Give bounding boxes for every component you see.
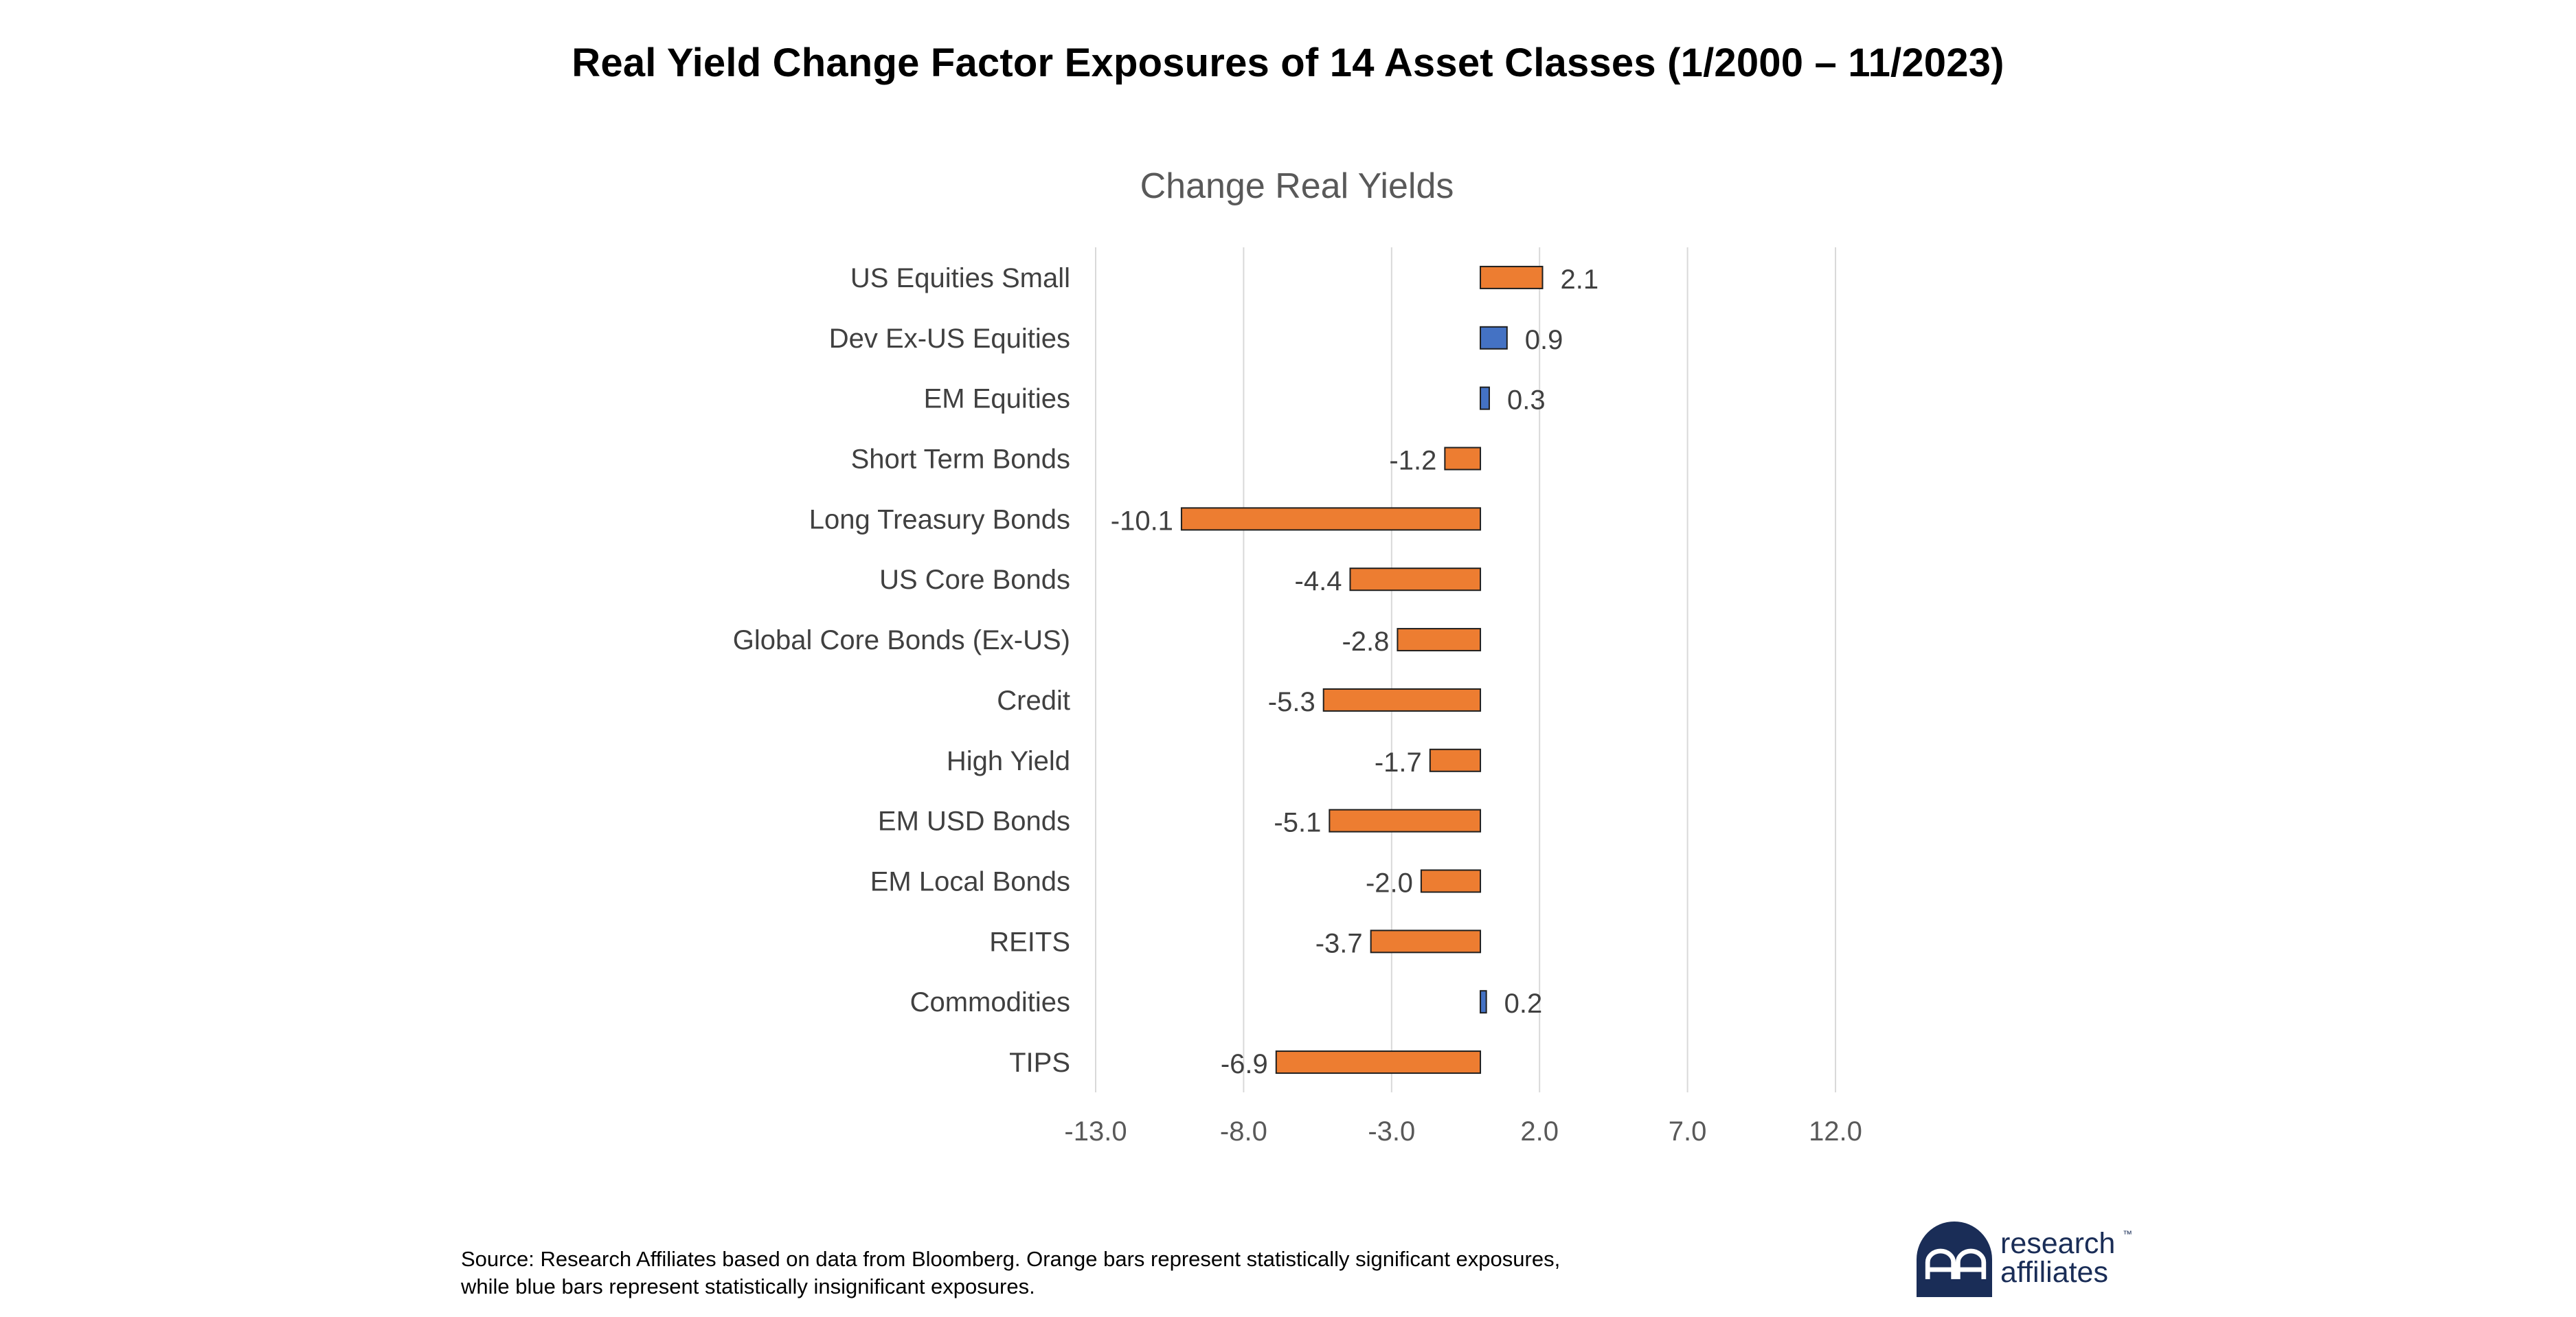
x-tick-label: 12.0: [1809, 1116, 1862, 1147]
data-label: -10.1: [1111, 506, 1173, 536]
research-affiliates-logo: ᗩᗩ research affiliates ™: [1917, 1222, 2150, 1297]
x-tick-label: 2.0: [1520, 1116, 1559, 1147]
data-label: -5.3: [1268, 687, 1315, 717]
bar-em-equities: [1480, 386, 1490, 410]
category-label: EM USD Bonds: [878, 807, 1070, 837]
category-label: EM Local Bonds: [870, 867, 1070, 897]
logo-mark-glyph: ᗩᗩ: [1923, 1243, 1987, 1287]
bar-credit: [1322, 688, 1482, 712]
bar-short-term-bonds: [1444, 447, 1482, 471]
logo-text-research: research: [2000, 1227, 2116, 1260]
category-label: Commodities: [910, 987, 1070, 1017]
x-axis-tick-labels: -13.0 -8.0 -3.0 2.0 7.0 12.0: [1064, 1116, 1862, 1147]
category-labels: US Equities Small Dev Ex-US Equities EM Eq…: [733, 263, 1070, 1078]
category-label: EM Equities: [924, 384, 1070, 414]
logo-trademark: ™: [2123, 1228, 2132, 1239]
category-label: US Core Bonds: [879, 565, 1070, 595]
x-tick-label: -8.0: [1220, 1116, 1267, 1147]
data-label: 0.2: [1504, 989, 1543, 1019]
category-label: Credit: [997, 686, 1070, 716]
bar-us-equities-small: [1480, 265, 1544, 289]
chart-title: Change Real Yields: [1140, 166, 1454, 206]
source-note-line: while blue bars represent statistically …: [461, 1274, 1035, 1298]
data-label: -6.9: [1221, 1049, 1268, 1079]
bar-global-core-bonds-ex-us: [1397, 628, 1482, 652]
logo-text-affiliates: affiliates: [2000, 1256, 2108, 1289]
category-label: Global Core Bonds (Ex-US): [733, 625, 1070, 655]
category-label: US Equities Small: [850, 263, 1070, 293]
bar-dev-ex-us-equities: [1480, 326, 1508, 350]
category-label: Short Term Bonds: [851, 444, 1070, 475]
category-label: Dev Ex-US Equities: [829, 324, 1070, 354]
category-label: REITS: [989, 927, 1070, 957]
data-label: 2.1: [1561, 264, 1599, 295]
x-tick-label: 7.0: [1669, 1116, 1707, 1147]
data-label: -3.7: [1315, 928, 1363, 958]
bar-reits: [1370, 930, 1482, 954]
data-label: 0.9: [1525, 325, 1563, 355]
bar-high-yield: [1429, 748, 1482, 772]
data-label: -5.1: [1274, 808, 1321, 838]
logo-mark-icon: ᗩᗩ: [1917, 1222, 1992, 1297]
data-labels: 2.1 0.9 0.3 -1.2 -10.1 -4.4 -2.8 -5.3 -1.7 -5.1 -2…: [1111, 264, 1598, 1079]
bar-tips: [1275, 1050, 1482, 1074]
bar-em-local-bonds: [1420, 869, 1482, 893]
data-label: -1.7: [1375, 747, 1422, 778]
category-label: Long Treasury Bonds: [809, 504, 1070, 534]
source-note-line: Source: Research Affiliates based on dat…: [461, 1247, 1561, 1271]
data-label: -2.8: [1342, 627, 1389, 657]
data-label: -4.4: [1295, 566, 1342, 596]
data-label: -1.2: [1389, 446, 1436, 476]
data-label: 0.3: [1507, 385, 1546, 416]
bars: [1180, 265, 1544, 1074]
x-tick-label: -13.0: [1064, 1116, 1127, 1147]
page-title: Real Yield Change Factor Exposures of 14…: [572, 41, 2004, 85]
x-tick-label: -3.0: [1368, 1116, 1415, 1147]
category-label: TIPS: [1009, 1048, 1070, 1078]
bar-us-core-bonds: [1349, 567, 1482, 592]
category-label: High Yield: [947, 746, 1070, 776]
bar-em-usd-bonds: [1329, 809, 1482, 833]
gridlines: [1095, 247, 1836, 1092]
bar-long-treasury-bonds: [1180, 507, 1482, 531]
data-label: -2.0: [1366, 868, 1413, 899]
bar-commodities: [1480, 990, 1487, 1014]
source-note: Source: Research Affiliates based on dat…: [461, 1246, 1697, 1301]
